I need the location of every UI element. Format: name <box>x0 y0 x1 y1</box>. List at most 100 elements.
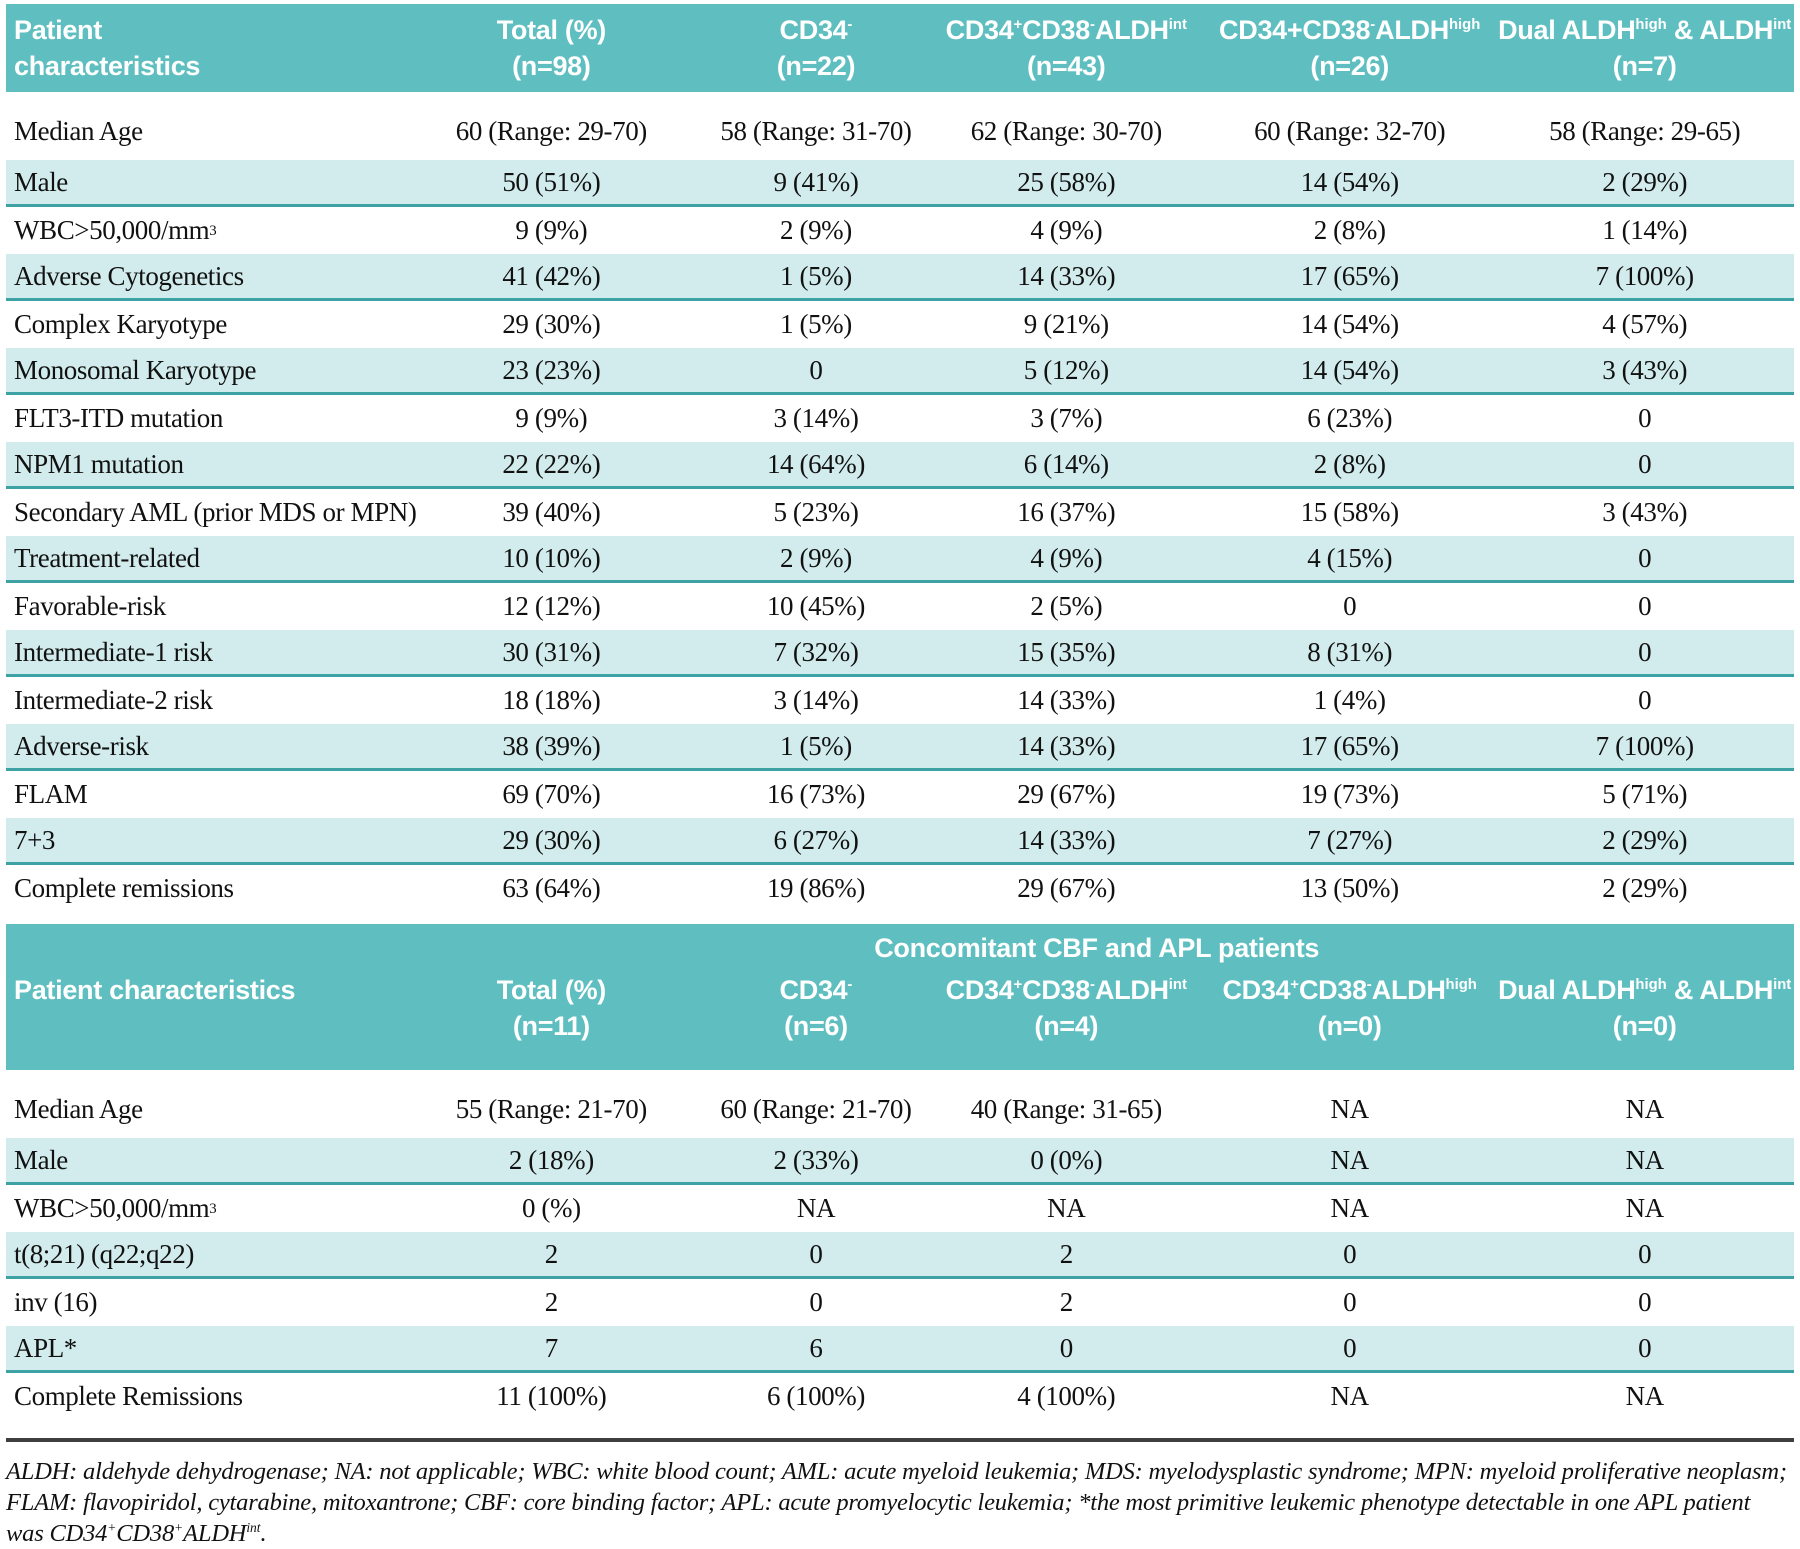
text-segment: 0 (0%) <box>1030 1144 1103 1175</box>
cell-value: 0 <box>1204 1279 1495 1326</box>
row-label: Complete remissions <box>6 865 399 912</box>
table2-banner-row: Concomitant CBF and APL patients <box>6 924 1794 968</box>
text-segment: NPM1 mutation <box>14 448 184 479</box>
cell-value: 16 (37%) <box>929 489 1204 536</box>
cell-value: NA <box>1204 1080 1495 1138</box>
text-segment: Male <box>14 1144 68 1175</box>
cell-value: 2 (29%) <box>1495 865 1794 912</box>
text-segment: 2 (9%) <box>780 542 852 573</box>
text-segment: 40 (Range: 31-65) <box>970 1093 1163 1124</box>
text-segment: CD34 <box>779 975 848 1005</box>
column-header-line1: Dual ALDHhigh & ALDHint <box>1498 972 1791 1008</box>
cell-value: 40 (Range: 31-65) <box>929 1080 1204 1138</box>
column-header: Dual ALDHhigh & ALDHint (n=7) <box>1495 4 1794 92</box>
text-segment: ALDH <box>1371 975 1446 1005</box>
table2-header: Concomitant CBF and APL patients Patient… <box>6 924 1794 1070</box>
table-row: Secondary AML (prior MDS or MPN) 39 (40%)… <box>6 489 1794 536</box>
text-segment: CD38 <box>116 1520 175 1547</box>
header-line: Patient characteristics <box>14 975 296 1005</box>
cell-value: 2 (29%) <box>1495 818 1794 862</box>
superscript: - <box>1366 977 1372 993</box>
cell-value: 6 (27%) <box>703 818 928 862</box>
row-label: 7+3 <box>6 818 399 862</box>
row-label: Favorable-risk <box>6 583 399 630</box>
text-segment: CD34 <box>779 15 848 45</box>
row-label: Treatment-related <box>6 536 399 580</box>
footnote-line: FLAM: flavopiridol, cytarabine, mitoxant… <box>6 1487 1794 1518</box>
superscript: + <box>107 1519 117 1535</box>
cell-value: 2 (18%) <box>399 1138 703 1182</box>
column-header-line2: (n=22) <box>776 51 856 81</box>
text-segment: 2 <box>1059 1238 1074 1269</box>
cell-value: NA <box>1204 1373 1495 1420</box>
text-segment: Adverse-risk <box>14 730 149 761</box>
cell-value: 4 (15%) <box>1204 536 1495 580</box>
column-header-line2: (n=7) <box>1612 51 1677 81</box>
text-segment: 15 (58%) <box>1300 497 1399 527</box>
text-segment: 4 (100%) <box>1017 1381 1116 1411</box>
cell-value: 14 (54%) <box>1204 348 1495 392</box>
text-segment: CD34 <box>945 975 1014 1005</box>
table2-column-headers: Patient characteristics Total (%) (n=11) C… <box>6 968 1794 1070</box>
text-segment: 0 <box>1638 403 1652 433</box>
cell-value: 7 (100%) <box>1495 254 1794 298</box>
table-row: Male 50 (51%) 9 (41%) 25 (58%) 14 (54%) 2 (29… <box>6 160 1794 207</box>
footnote-line: was CD34+CD38+ALDHint. <box>6 1518 1794 1549</box>
cell-value: 0 <box>1495 395 1794 442</box>
cell-value: 38 (39%) <box>399 724 703 768</box>
cell-value: 60 (Range: 32-70) <box>1204 102 1495 160</box>
row-label: Male <box>6 160 399 204</box>
text-segment: 15 (35%) <box>1017 636 1116 667</box>
text-segment: NA <box>1625 1093 1665 1124</box>
text-segment: 6 (14%) <box>1023 448 1109 479</box>
text-segment: 0 <box>809 354 823 385</box>
text-segment: 2 (9%) <box>780 215 852 245</box>
table-row: Monosomal Karyotype 23 (23%) 0 5 (12%) 14 (5… <box>6 348 1794 395</box>
text-segment: 17 (65%) <box>1300 260 1399 291</box>
text-segment: 10 (45%) <box>766 591 865 621</box>
cell-value: 3 (43%) <box>1495 489 1794 536</box>
cell-value: NA <box>1495 1185 1794 1232</box>
text-segment: 25 (58%) <box>1017 166 1116 197</box>
text-segment: 0 <box>809 1238 823 1269</box>
superscript: + <box>174 1519 184 1535</box>
text-segment: 0 <box>1343 1287 1357 1317</box>
text-segment: NA <box>796 1193 836 1223</box>
text-segment: 55 (Range: 21-70) <box>455 1093 648 1124</box>
cell-value: 2 <box>399 1232 703 1276</box>
text-segment: 39 (40%) <box>502 497 601 527</box>
text-segment: 16 (37%) <box>1017 497 1116 527</box>
superscript: int <box>1773 977 1792 993</box>
superscript: + <box>1290 977 1299 993</box>
text-segment: 41 (42%) <box>502 260 601 291</box>
text-segment: 2 <box>544 1287 559 1317</box>
text-segment: 4 (9%) <box>1030 542 1103 573</box>
text-segment: 2 (5%) <box>1030 591 1103 621</box>
cell-value: 4 (100%) <box>929 1373 1204 1420</box>
cell-value: 3 (14%) <box>703 677 928 724</box>
table-row: FLT3-ITD mutation 9 (9%) 3 (14%) 3 (7%) 6 (2… <box>6 395 1794 442</box>
cell-value: 16 (73%) <box>703 771 928 818</box>
cell-value: 50 (51%) <box>399 160 703 204</box>
text-segment: ALDH <box>1094 15 1169 45</box>
cell-value: 0 <box>1495 1326 1794 1370</box>
superscript: high <box>1448 17 1481 33</box>
text-segment: 50 (51%) <box>502 166 601 197</box>
superscript: + <box>1013 17 1023 33</box>
text-segment: CD34 <box>945 15 1014 45</box>
text-segment: Monosomal Karyotype <box>14 354 257 385</box>
text-segment: 6 (23%) <box>1307 403 1393 433</box>
column-header: Dual ALDHhigh & ALDHint (n=0) <box>1495 968 1794 1070</box>
cell-value: 1 (4%) <box>1204 677 1495 724</box>
superscript: int <box>246 1519 261 1535</box>
text-segment: 1 (14%) <box>1602 215 1688 245</box>
cell-value: 55 (Range: 21-70) <box>399 1080 703 1138</box>
cell-value: 0 <box>1495 442 1794 486</box>
cell-value: 39 (40%) <box>399 489 703 536</box>
cell-value: 6 (23%) <box>1204 395 1495 442</box>
table2-banner-title: Concomitant CBF and APL patients <box>399 928 1794 968</box>
column-header-line2: (n=6) <box>784 1011 848 1041</box>
row-label: Adverse Cytogenetics <box>6 254 399 298</box>
cell-value: 10 (10%) <box>399 536 703 580</box>
